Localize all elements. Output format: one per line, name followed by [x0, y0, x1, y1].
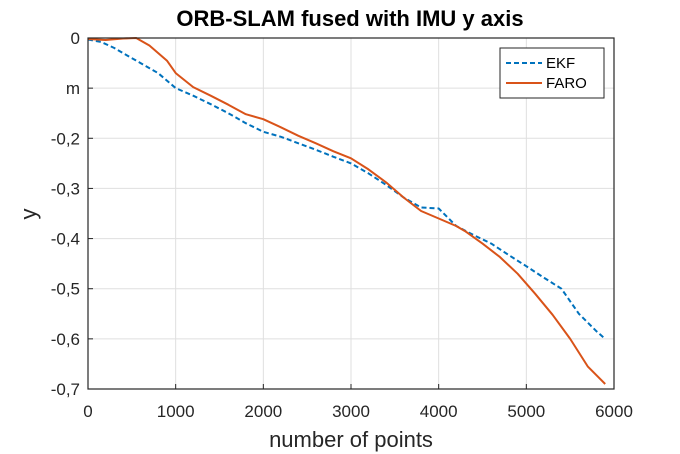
legend: EKF FARO	[499, 47, 605, 99]
x-tick-label: 4000	[420, 402, 458, 421]
y-tick-label: -0,6	[51, 330, 80, 349]
y-tick-label: -0,4	[51, 230, 80, 249]
x-tick-label: 3000	[332, 402, 370, 421]
x-tick-label: 6000	[595, 402, 633, 421]
y-tick-label: -0,2	[51, 129, 80, 148]
legend-label-faro: FARO	[546, 75, 587, 92]
y-axis-ticks: 0 m -0,2 -0,3 -0,4 -0,5 -0,6 -0,7	[51, 29, 93, 399]
series-line-ekf	[87, 38, 606, 340]
x-axis-label: number of points	[269, 427, 433, 452]
x-axis-ticks: 0 1000 2000 3000 4000 5000 6000	[83, 384, 633, 421]
x-tick-label: 2000	[244, 402, 282, 421]
x-tick-label: 5000	[507, 402, 545, 421]
legend-label-ekf: EKF	[546, 55, 575, 72]
x-tick-label: 1000	[157, 402, 195, 421]
y-tick-label: -0,5	[51, 280, 80, 299]
series-layer	[87, 37, 606, 385]
chart-title: ORB-SLAM fused with IMU y axis	[176, 6, 523, 31]
y-tick-label: 0	[71, 29, 80, 48]
legend-box	[499, 47, 605, 99]
y-axis-label: y	[16, 209, 41, 220]
x-tick-label: 0	[83, 402, 92, 421]
y-tick-label: -0,3	[51, 179, 80, 198]
y-tick-label: m	[66, 79, 80, 98]
series-line-faro	[87, 37, 606, 385]
y-tick-label: -0,7	[51, 380, 80, 399]
